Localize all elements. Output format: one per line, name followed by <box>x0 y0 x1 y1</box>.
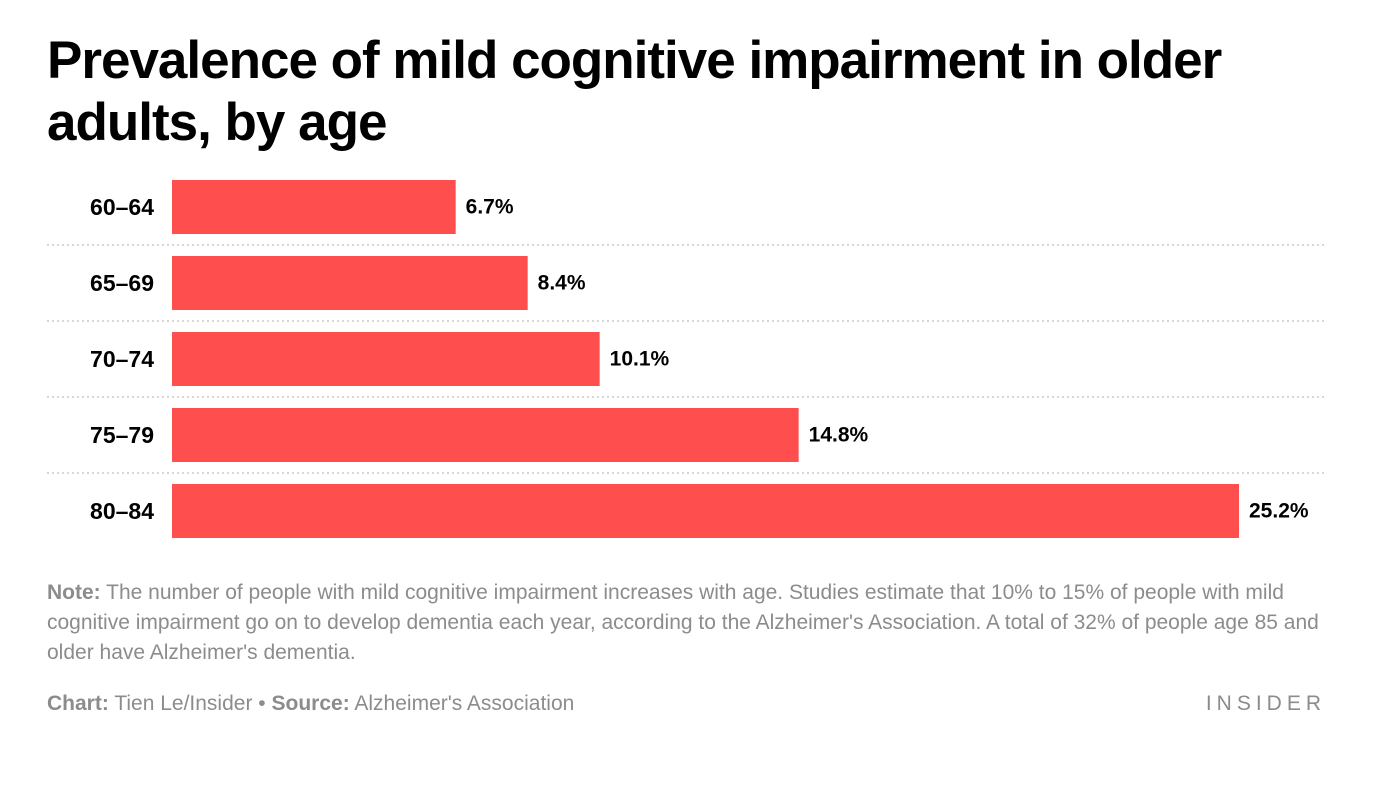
bar-3 <box>172 408 799 462</box>
category-label-1: 65–69 <box>90 270 154 296</box>
category-label-2: 70–74 <box>90 346 154 372</box>
source-label: Source: <box>271 692 350 715</box>
value-label-2: 10.1% <box>610 348 670 371</box>
value-label-3: 14.8% <box>809 424 869 447</box>
insider-logo: INSIDER <box>1205 692 1326 715</box>
bar-1 <box>172 256 528 310</box>
bar-2 <box>172 332 600 386</box>
bar-0 <box>172 180 456 234</box>
chart-credit-value: Tien Le/Insider <box>114 692 253 715</box>
value-label-4: 25.2% <box>1249 500 1309 523</box>
chart-credits: Chart: Tien Le/Insider • Source: Alzheim… <box>47 689 574 719</box>
value-label-0: 6.7% <box>466 196 514 219</box>
value-label-1: 8.4% <box>538 272 586 295</box>
bar-4 <box>172 484 1239 538</box>
category-label-4: 80–84 <box>90 498 154 524</box>
source-value: Alzheimer's Association <box>354 692 575 715</box>
chart-note: Note: The number of people with mild cog… <box>47 578 1337 668</box>
bar-chart: 60–64 6.7% 65–69 8.4% 70–74 10.1% 75–79 14.8% 80… <box>47 180 1326 538</box>
note-label: Note: <box>47 581 101 604</box>
category-label-0: 60–64 <box>90 194 154 220</box>
credit-separator: • <box>258 692 266 715</box>
category-label-3: 75–79 <box>90 422 154 448</box>
note-text: The number of people with mild cognitive… <box>47 581 1319 664</box>
chart-credit-label: Chart: <box>47 692 109 715</box>
chart-title: Prevalence of mild cognitive impairment … <box>47 31 1222 152</box>
